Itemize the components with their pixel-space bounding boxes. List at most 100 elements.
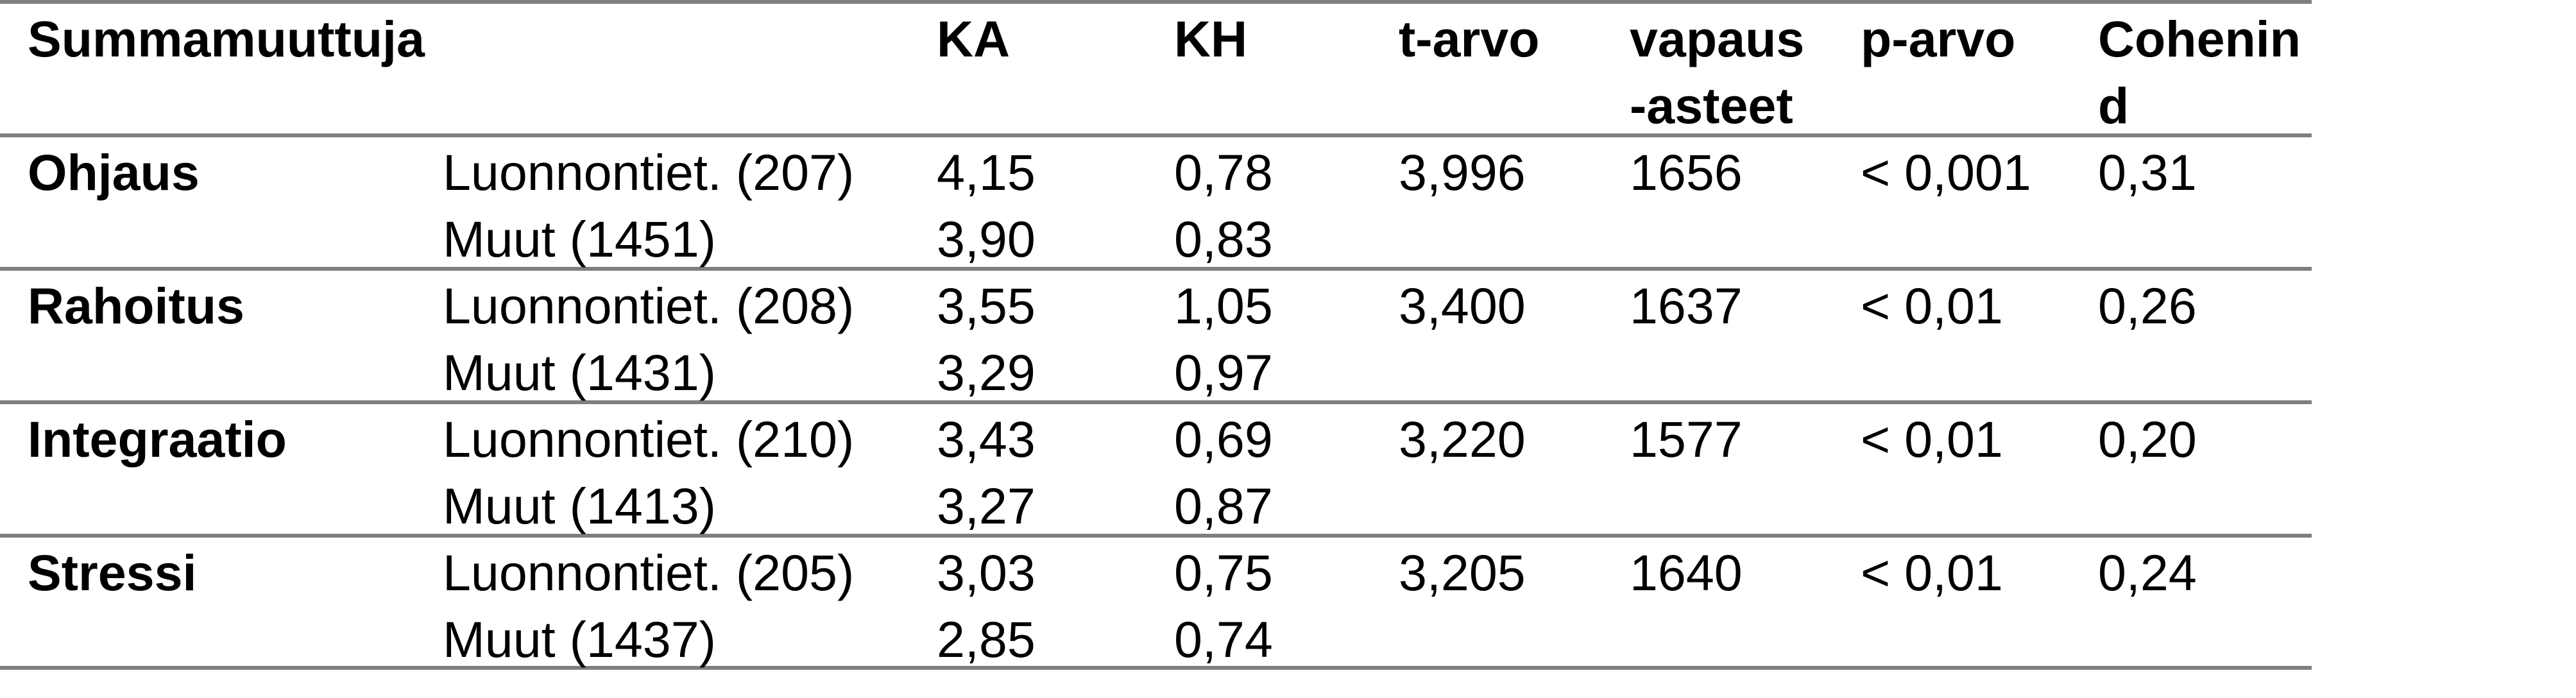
group-label: Muut (1413)	[443, 477, 716, 534]
row-title: Rahoitus	[28, 277, 244, 334]
cohenin-d-value: 0,20	[2098, 411, 2197, 468]
vapausasteet-value: 1637	[1630, 277, 1743, 334]
vapausasteet-cell: 1637	[1602, 271, 1833, 406]
cohenin-d-cell: 0,31	[2070, 137, 2312, 273]
cohenin-d-value: 0,31	[2098, 144, 2197, 201]
t-arvo-cell: 3,996	[1371, 137, 1602, 273]
header-cohenin-d-cell: Cohenin d	[2070, 4, 2312, 139]
vapausasteet-cell: 1577	[1602, 404, 1833, 540]
vapausasteet-value: 1656	[1630, 144, 1743, 201]
group-label: Luonnontiet. (208)	[443, 277, 855, 334]
kh-value: 0,83	[1174, 210, 1273, 268]
row-title-cell: Stressi	[0, 538, 415, 673]
kh-value: 0,78	[1174, 144, 1273, 201]
table-row: Ohjaus Luonnontiet. (207) Muut (1451) 4,…	[0, 137, 2312, 271]
header-vapausasteet-line2: -asteet	[1630, 77, 1793, 134]
t-arvo-value: 3,205	[1399, 544, 1526, 601]
kh-value: 1,05	[1174, 277, 1273, 334]
header-t-arvo-cell: t-arvo	[1371, 4, 1602, 139]
statistics-table: Summamuuttuja KA KH t-arvo vapaus -astee…	[0, 0, 2312, 670]
row-title-cell: Rahoitus	[0, 271, 415, 406]
header-cohenin-line1: Cohenin	[2098, 10, 2301, 67]
group-cell: Luonnontiet. (207) Muut (1451)	[415, 137, 909, 273]
cohenin-d-value: 0,24	[2098, 544, 2197, 601]
group-label: Muut (1431)	[443, 344, 716, 401]
ka-value: 3,43	[937, 411, 1036, 468]
kh-cell: 0,69 0,87	[1147, 404, 1371, 540]
header-vapausasteet-cell: vapaus -asteet	[1602, 4, 1833, 139]
ka-value: 3,55	[937, 277, 1036, 334]
ka-cell: 3,43 3,27	[909, 404, 1147, 540]
p-arvo-cell: < 0,01	[1833, 538, 2070, 673]
ka-cell: 3,55 3,29	[909, 271, 1147, 406]
cohenin-d-cell: 0,20	[2070, 404, 2312, 540]
header-kh-cell: KH	[1147, 4, 1371, 139]
p-arvo-value: < 0,01	[1861, 277, 2003, 334]
row-title: Ohjaus	[28, 144, 200, 201]
vapausasteet-value: 1577	[1630, 411, 1743, 468]
group-cell: Luonnontiet. (205) Muut (1437)	[415, 538, 909, 673]
p-arvo-cell: < 0,01	[1833, 271, 2070, 406]
cohenin-d-cell: 0,24	[2070, 538, 2312, 673]
t-arvo-cell: 3,220	[1371, 404, 1602, 540]
group-label: Luonnontiet. (210)	[443, 411, 855, 468]
header-p-arvo-cell: p-arvo	[1833, 4, 2070, 139]
group-label: Muut (1437)	[443, 611, 716, 668]
header-summamuuttuja: Summamuuttuja	[28, 10, 425, 67]
header-t-arvo: t-arvo	[1399, 10, 1540, 67]
row-title: Integraatio	[28, 411, 287, 468]
ka-value: 3,27	[937, 477, 1036, 534]
kh-value: 0,69	[1174, 411, 1273, 468]
p-arvo-cell: < 0,01	[1833, 404, 2070, 540]
p-arvo-value: < 0,01	[1861, 544, 2003, 601]
header-vapausasteet-line1: vapaus	[1630, 10, 1805, 67]
ka-value: 3,90	[937, 210, 1036, 268]
header-kh: KH	[1174, 10, 1248, 67]
p-arvo-cell: < 0,001	[1833, 137, 2070, 273]
vapausasteet-value: 1640	[1630, 544, 1743, 601]
group-cell: Luonnontiet. (210) Muut (1413)	[415, 404, 909, 540]
table-row: Rahoitus Luonnontiet. (208) Muut (1431) …	[0, 271, 2312, 404]
kh-value: 0,74	[1174, 611, 1273, 668]
p-arvo-value: < 0,001	[1861, 144, 2031, 201]
header-cohenin-line2: d	[2098, 77, 2129, 134]
group-cell: Luonnontiet. (208) Muut (1431)	[415, 271, 909, 406]
p-arvo-value: < 0,01	[1861, 411, 2003, 468]
table-row: Stressi Luonnontiet. (205) Muut (1437) 3…	[0, 538, 2312, 670]
table-header-row: Summamuuttuja KA KH t-arvo vapaus -astee…	[0, 4, 2312, 137]
t-arvo-cell: 3,205	[1371, 538, 1602, 673]
cohenin-d-cell: 0,26	[2070, 271, 2312, 406]
table-row: Integraatio Luonnontiet. (210) Muut (141…	[0, 404, 2312, 538]
header-ka: KA	[937, 10, 1011, 67]
row-title-cell: Integraatio	[0, 404, 415, 540]
header-ka-cell: KA	[909, 4, 1147, 139]
t-arvo-value: 3,220	[1399, 411, 1526, 468]
header-summamuuttuja-cell: Summamuuttuja	[0, 4, 425, 139]
kh-value: 0,97	[1174, 344, 1273, 401]
row-title-cell: Ohjaus	[0, 137, 415, 273]
t-arvo-cell: 3,400	[1371, 271, 1602, 406]
header-p-arvo: p-arvo	[1861, 10, 2016, 67]
group-label: Muut (1451)	[443, 210, 716, 268]
ka-value: 3,03	[937, 544, 1036, 601]
vapausasteet-cell: 1640	[1602, 538, 1833, 673]
kh-value: 0,75	[1174, 544, 1273, 601]
group-label: Luonnontiet. (205)	[443, 544, 855, 601]
kh-cell: 0,75 0,74	[1147, 538, 1371, 673]
kh-value: 0,87	[1174, 477, 1273, 534]
vapausasteet-cell: 1656	[1602, 137, 1833, 273]
ka-value: 2,85	[937, 611, 1036, 668]
kh-cell: 1,05 0,97	[1147, 271, 1371, 406]
cohenin-d-value: 0,26	[2098, 277, 2197, 334]
ka-value: 4,15	[937, 144, 1036, 201]
t-arvo-value: 3,996	[1399, 144, 1526, 201]
header-group-spacer-cell	[415, 4, 909, 139]
ka-value: 3,29	[937, 344, 1036, 401]
group-label: Luonnontiet. (207)	[443, 144, 855, 201]
ka-cell: 3,03 2,85	[909, 538, 1147, 673]
ka-cell: 4,15 3,90	[909, 137, 1147, 273]
t-arvo-value: 3,400	[1399, 277, 1526, 334]
kh-cell: 0,78 0,83	[1147, 137, 1371, 273]
row-title: Stressi	[28, 544, 197, 601]
